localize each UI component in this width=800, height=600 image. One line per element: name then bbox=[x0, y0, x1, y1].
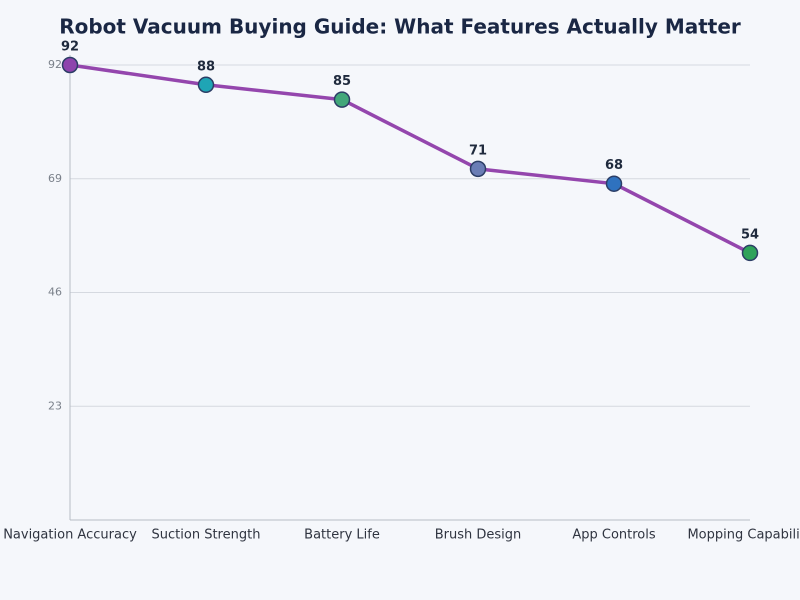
chart-title: Robot Vacuum Buying Guide: What Features… bbox=[59, 15, 741, 39]
x-tick-label: App Controls bbox=[572, 528, 656, 543]
y-tick-label: 69 bbox=[48, 172, 62, 185]
data-label: 71 bbox=[469, 143, 487, 158]
y-tick-label: 23 bbox=[48, 399, 62, 412]
x-tick-label: Mopping Capability bbox=[687, 528, 800, 543]
data-point bbox=[469, 160, 487, 178]
x-tick-label: Suction Strength bbox=[152, 528, 261, 543]
data-label: 88 bbox=[197, 59, 215, 74]
x-tick-label: Brush Design bbox=[435, 528, 522, 543]
data-point bbox=[605, 175, 623, 192]
data-label: 54 bbox=[741, 227, 759, 242]
x-tick-label: Navigation Accuracy bbox=[3, 528, 137, 543]
data-point bbox=[197, 76, 215, 94]
data-point bbox=[61, 56, 79, 74]
data-line bbox=[69, 63, 751, 255]
y-tick-label: 92 bbox=[48, 58, 62, 71]
data-label: 85 bbox=[333, 74, 351, 89]
y-tick-label: 46 bbox=[48, 286, 62, 299]
data-point bbox=[741, 244, 759, 262]
data-point bbox=[333, 91, 351, 108]
data-label: 92 bbox=[61, 40, 79, 55]
data-label: 68 bbox=[605, 158, 623, 173]
x-tick-label: Battery Life bbox=[304, 528, 380, 543]
